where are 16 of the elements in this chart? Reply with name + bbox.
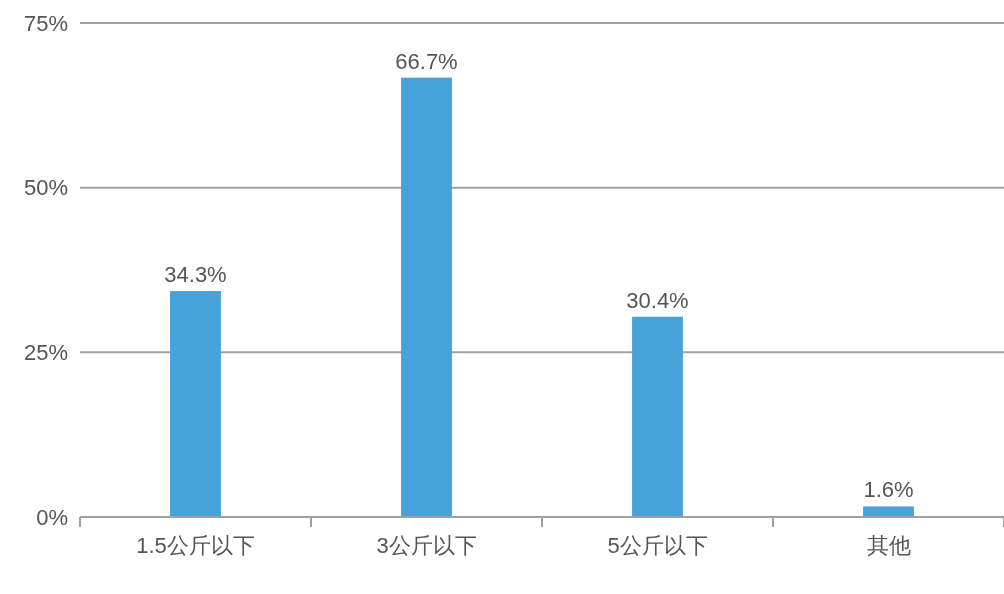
x-tick-label: 其他 xyxy=(866,532,911,558)
bar xyxy=(863,506,914,517)
bar xyxy=(401,77,452,517)
y-tick-label: 75% xyxy=(23,10,68,36)
y-tick-label: 50% xyxy=(23,175,68,201)
x-tick-label: 5公斤以下 xyxy=(607,532,708,558)
y-tick-label: 25% xyxy=(23,339,68,365)
bar xyxy=(170,291,221,517)
data-label: 30.4% xyxy=(626,287,689,313)
x-tick-label: 3公斤以下 xyxy=(376,532,477,558)
bar xyxy=(632,316,683,517)
y-tick-label: 0% xyxy=(36,504,68,530)
data-label: 1.6% xyxy=(863,477,914,503)
x-tick-label: 1.5公斤以下 xyxy=(136,532,255,558)
data-label: 66.7% xyxy=(395,48,458,74)
data-label: 34.3% xyxy=(164,262,227,288)
